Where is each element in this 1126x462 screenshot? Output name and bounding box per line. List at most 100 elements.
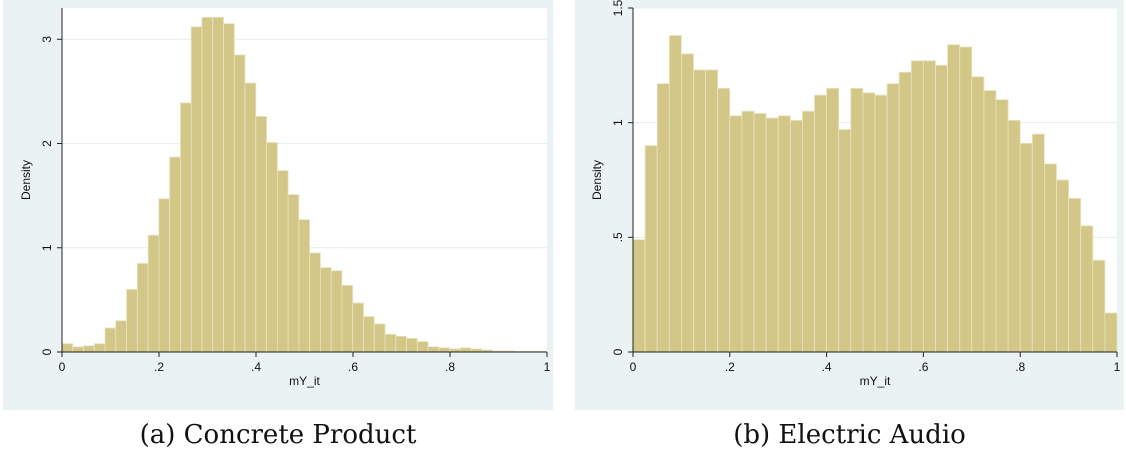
chart-b-bar-5 — [693, 69, 706, 353]
chart-b-bar-4 — [681, 53, 694, 353]
chart-a-bar-0 — [61, 343, 74, 353]
chart-a-bar-34 — [427, 346, 440, 353]
histogram-panel-concrete-product: 0 1 2 3 0 .2 .4 .6 .8 1 mY_it Density — [3, 0, 553, 410]
chart-b-x-tick-label-2: .4 — [822, 360, 832, 374]
chart-b-x-tick-label-0: 0 — [630, 360, 637, 374]
chart-b-bar-20 — [874, 94, 888, 353]
chart-b-bar-8 — [729, 115, 743, 353]
chart-a-bar-29 — [373, 323, 386, 353]
chart-b-y-tick-label-1: .5 — [611, 232, 625, 242]
chart-b-bar-32 — [1019, 142, 1033, 353]
chart-b-bar-18 — [850, 87, 864, 353]
chart-a-bar-6 — [126, 289, 138, 353]
chart-a-bar-4 — [104, 327, 117, 353]
chart-b-bar-29 — [983, 90, 997, 353]
caption-electric-audio: (b) Electric Audio — [733, 420, 966, 450]
chart-a-bar-32 — [406, 338, 418, 353]
chart-a-y-tick-label-0: 0 — [40, 348, 54, 355]
chart-a-y-tick-label-2: 2 — [40, 140, 54, 147]
chart-b-bar-37 — [1080, 225, 1094, 353]
chart-b-bar-19 — [862, 92, 876, 353]
chart-b-x-axis-title: mY_it — [860, 374, 891, 388]
chart-a-bar-26 — [341, 284, 354, 353]
chart-b-bar-13 — [789, 119, 803, 353]
chart-a-bar-27 — [352, 302, 364, 353]
histogram-panel-electric-audio: 0 .5 1 1.5 0 .2 .4 .6 .8 1 mY_it Density — [575, 0, 1124, 410]
chart-a-x-tick-label-1: .2 — [154, 360, 164, 374]
chart-b-bar-12 — [777, 115, 791, 353]
chart-b-bar-21 — [886, 83, 900, 353]
chart-b-y-tick-label-3: 1.5 — [611, 0, 625, 16]
chart-a-bar-5 — [115, 320, 128, 353]
chart-b-bar-9 — [741, 110, 755, 353]
chart-a-bar-30 — [384, 333, 397, 353]
chart-a-bar-7 — [136, 262, 149, 353]
chart-b-bar-23 — [910, 60, 924, 353]
chart-b-x-tick-label-5: 1 — [1114, 360, 1121, 374]
chart-a-bar-14 — [212, 16, 224, 353]
chart-a-x-tick-label-3: .6 — [348, 360, 358, 374]
chart-b-bar-39 — [1104, 312, 1118, 353]
chart-a-bar-1 — [72, 346, 84, 353]
chart-b-x-tick-label-3: .6 — [918, 360, 928, 374]
chart-b-bar-1 — [644, 145, 658, 353]
chart-b-bar-22 — [898, 71, 912, 353]
chart-b-bar-27 — [959, 46, 973, 353]
chart-a-x-axis-title: mY_it — [289, 374, 320, 388]
chart-a-y-tick-label-3: 3 — [40, 36, 54, 43]
chart-b-bar-6 — [705, 69, 719, 353]
chart-a-x-tick-label-2: .4 — [251, 360, 261, 374]
histogram-chart-a: 0 1 2 3 0 .2 .4 .6 .8 1 mY_it Density — [3, 0, 553, 410]
chart-b-bar-35 — [1056, 179, 1070, 353]
chart-b-bar-24 — [922, 60, 936, 353]
chart-a-x-tick-label-0: 0 — [59, 360, 66, 374]
chart-a-bar-37 — [459, 347, 472, 353]
chart-a-bar-20 — [276, 170, 289, 353]
chart-a-bar-35 — [438, 347, 451, 353]
chart-a-bar-17 — [244, 82, 257, 353]
chart-b-y-tick-label-0: 0 — [611, 348, 625, 355]
chart-b-bar-10 — [753, 113, 767, 353]
chart-b-bar-3 — [668, 35, 682, 353]
chart-b-bar-31 — [1007, 119, 1021, 353]
chart-b-y-axis-title: Density — [590, 160, 604, 200]
chart-b-bar-33 — [1031, 133, 1045, 353]
chart-a-bar-9 — [158, 198, 171, 353]
chart-a-bar-22 — [298, 219, 311, 353]
chart-a-bar-2 — [83, 345, 95, 353]
chart-b-bar-38 — [1092, 259, 1106, 353]
chart-a-y-axis-title: Density — [19, 160, 33, 200]
chart-a-bar-12 — [190, 26, 203, 353]
chart-b-bar-36 — [1068, 197, 1082, 353]
chart-b-x-tick-label-4: .8 — [1015, 360, 1025, 374]
chart-b-x-tick-label-1: .2 — [725, 360, 735, 374]
chart-a-bar-33 — [416, 341, 429, 353]
chart-b-bar-14 — [801, 110, 815, 353]
chart-b-bar-15 — [814, 94, 828, 353]
chart-a-bar-18 — [255, 116, 267, 353]
chart-a-bar-21 — [287, 194, 300, 353]
chart-b-bar-25 — [935, 64, 949, 353]
chart-a-bar-19 — [266, 142, 278, 353]
chart-b-bar-30 — [995, 99, 1009, 353]
chart-a-bar-3 — [93, 343, 106, 353]
histogram-chart-b: 0 .5 1 1.5 0 .2 .4 .6 .8 1 mY_it Density — [575, 0, 1124, 410]
chart-a-bar-28 — [363, 316, 375, 353]
chart-a-bar-25 — [330, 270, 343, 353]
chart-b-bar-11 — [765, 117, 779, 353]
chart-b-bar-2 — [656, 83, 670, 353]
chart-b-bar-16 — [826, 87, 840, 353]
chart-a-x-tick-label-5: 1 — [544, 360, 551, 374]
chart-a-x-tick-label-4: .8 — [445, 360, 455, 374]
chart-b-bar-34 — [1043, 163, 1057, 353]
chart-a-bar-13 — [201, 16, 214, 353]
caption-concrete-product: (a) Concrete Product — [139, 420, 417, 450]
chart-a-bar-31 — [395, 335, 407, 353]
chart-b-bar-17 — [838, 129, 852, 353]
chart-a-bar-15 — [223, 23, 235, 353]
chart-b-bar-7 — [717, 87, 731, 353]
chart-a-y-tick-label-1: 1 — [40, 244, 54, 251]
chart-a-bar-11 — [180, 102, 192, 353]
chart-a-bar-8 — [147, 234, 160, 353]
chart-a-bar-23 — [309, 252, 321, 353]
